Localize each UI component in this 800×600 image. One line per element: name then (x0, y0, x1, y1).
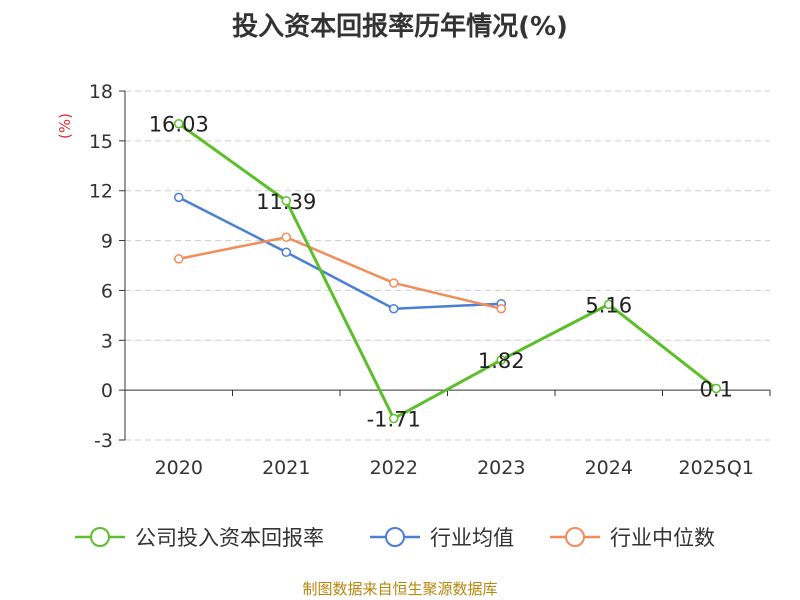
data-label-layer: 16.03 11.39 -1.71 1.82 5.16 0.1 (149, 113, 733, 432)
data-point (281, 232, 291, 242)
y-tick-label: 15 (89, 131, 113, 153)
chart-title: 投入资本回报率历年情况(%) (232, 12, 568, 42)
y-tick-label: 18 (89, 81, 113, 103)
legend-label: 行业均值 (430, 526, 514, 550)
series-line (178, 196, 502, 310)
data-point (389, 303, 399, 314)
data-label: 11.39 (256, 190, 316, 214)
axis-layer: -3 0 3 6 9 12 15 18 2020 2021 2022 2023 2024 2025Q1 (89, 81, 771, 479)
data-label: 16.03 (149, 113, 209, 137)
legend-label: 公司投入资本回报率 (135, 526, 324, 550)
legend-marker (90, 527, 110, 547)
y-tick-label: 12 (89, 181, 113, 203)
data-label: 0.1 (700, 377, 733, 401)
source-note: 制图数据来自恒生聚源数据库 (302, 580, 498, 598)
legend-label: 行业中位数 (610, 526, 715, 550)
x-tick-label: 2024 (585, 457, 633, 479)
y-tick-label: 6 (101, 280, 113, 302)
data-point (174, 254, 184, 264)
series-line (177, 122, 718, 421)
data-label: 1.82 (478, 349, 525, 373)
grid-layer (125, 90, 770, 441)
data-point (711, 383, 721, 394)
data-point (496, 355, 506, 365)
legend-marker (385, 527, 405, 547)
data-label: -1.71 (367, 408, 421, 432)
x-tick-label: 2022 (370, 457, 418, 479)
data-label: 5.16 (585, 293, 632, 317)
x-tick-label: 2021 (262, 457, 310, 479)
x-tick-label: 2020 (155, 457, 203, 479)
data-point (389, 413, 399, 424)
data-point (496, 303, 506, 314)
data-point (389, 278, 399, 288)
series-layer (174, 118, 721, 424)
data-point (281, 247, 291, 257)
legend-marker (565, 527, 585, 547)
x-tick-label: 2023 (477, 457, 525, 479)
series-line (178, 235, 502, 310)
x-tick-label: 2025Q1 (679, 457, 754, 479)
data-point (174, 118, 184, 129)
y-tick-label: 3 (101, 330, 113, 352)
y-tick-label: 0 (101, 380, 113, 402)
data-point (604, 299, 614, 310)
legend: 公司投入资本回报率 行业均值 行业中位数 (75, 526, 715, 550)
y-axis-label: (%) (56, 113, 74, 139)
y-tick-label: -3 (94, 430, 113, 452)
data-point (281, 196, 291, 206)
y-tick-label: 9 (101, 231, 113, 253)
data-point (174, 192, 184, 203)
